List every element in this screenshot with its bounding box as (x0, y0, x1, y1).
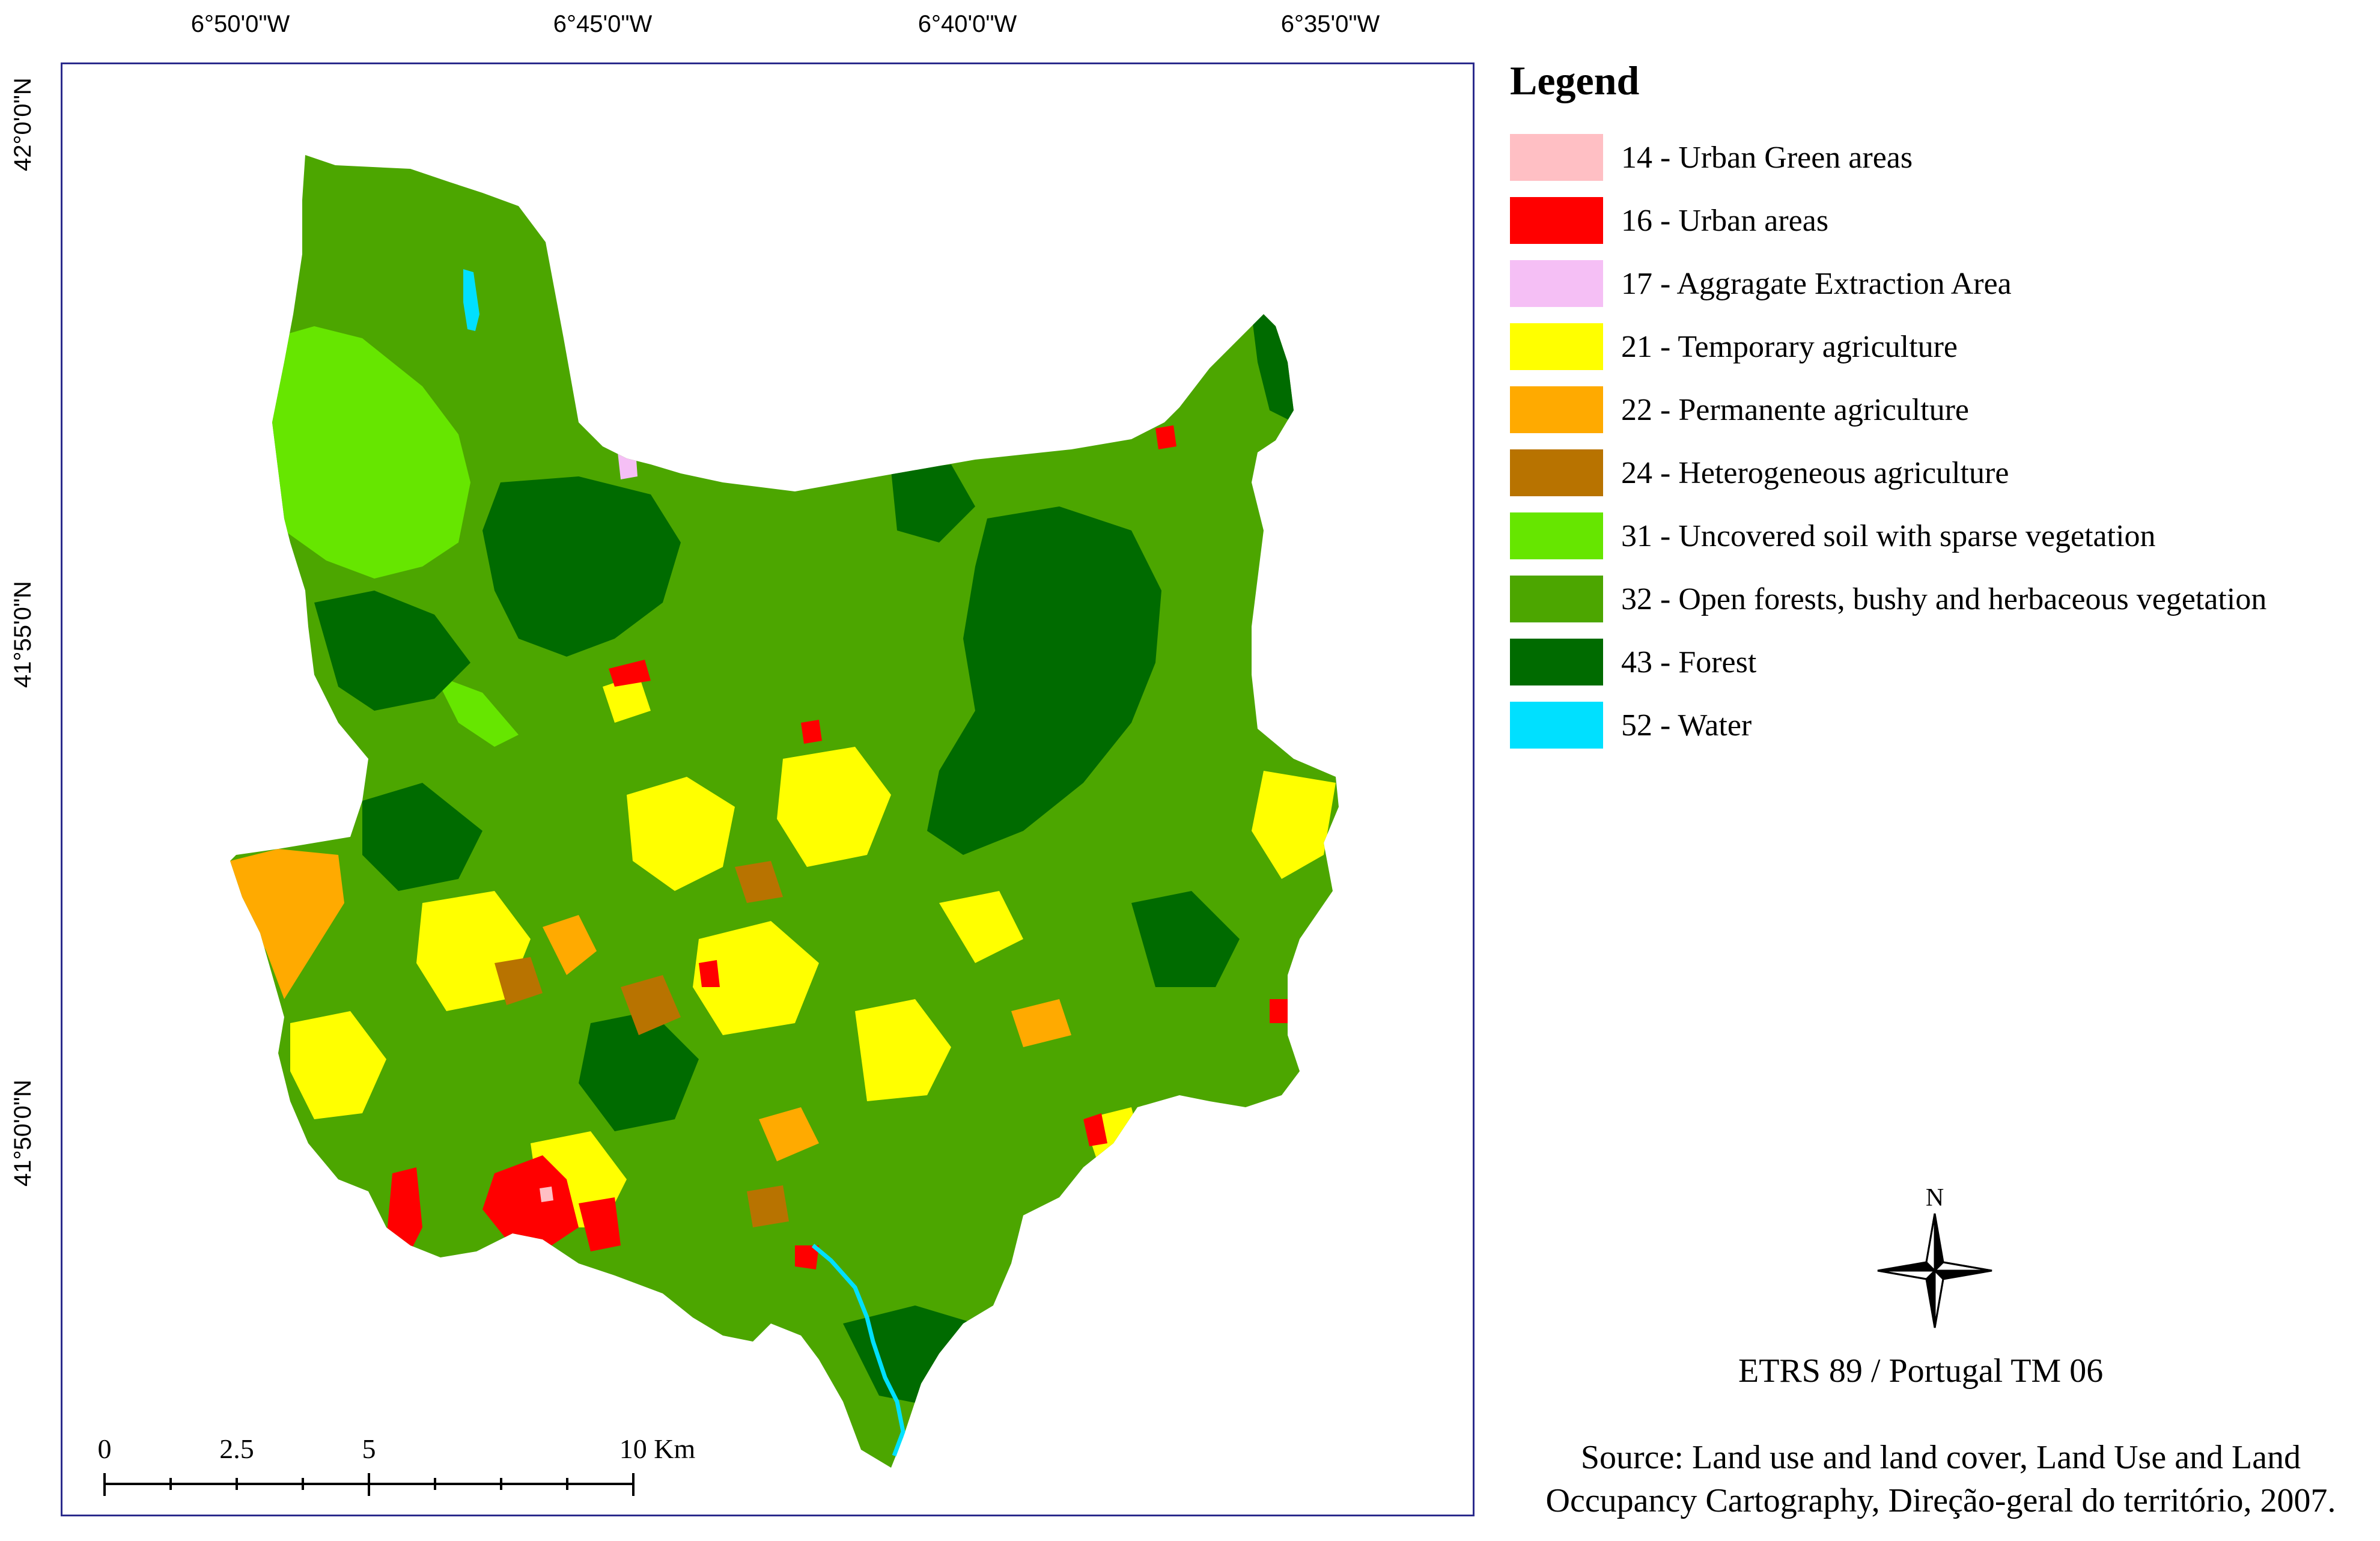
urban-area-patch (579, 1197, 621, 1251)
river (811, 1244, 905, 1457)
urban-area-patch (1270, 999, 1288, 1023)
longitude-label-2: 6°45'0"W (553, 11, 653, 37)
legend-label: 24 - Heterogeneous agriculture (1621, 455, 2009, 490)
legend-label: 22 - Permanente agriculture (1621, 392, 1969, 427)
coordinate-system-label: ETRS 89 / Portugal TM 06 (1738, 1352, 2104, 1390)
temporary-agriculture-patch (939, 891, 1023, 963)
compass-rose-icon: N (1877, 1184, 1992, 1328)
legend-swatch (1510, 323, 1603, 370)
urban-area-patch (699, 960, 720, 987)
legend-swatch (1510, 134, 1603, 181)
land-cover-patches (230, 314, 1336, 1408)
legend-item-uncovered-soil: 31 - Uncovered soil with sparse vegetati… (1510, 512, 2156, 560)
legend-label: 32 - Open forests, bushy and herbaceous … (1621, 582, 2267, 616)
forest-patch (362, 783, 482, 891)
aggregate-extraction-patch (618, 451, 638, 479)
north-label: N (1926, 1184, 1944, 1212)
urban-area-patch (1155, 425, 1176, 449)
legend-swatch (1510, 702, 1603, 749)
temporary-agriculture-patch (693, 921, 819, 1035)
latitude-label-1: 42°0'0"N (10, 78, 36, 171)
legend-item-forest: 43 - Forest (1510, 638, 1756, 686)
forest-patch (1131, 891, 1240, 987)
longitude-label-1: 6°50'0"W (190, 11, 290, 37)
legend-title: Legend (1510, 58, 1640, 103)
heterogeneous-agriculture-patch (495, 957, 543, 1005)
legend-label: 52 - Water (1621, 708, 1752, 743)
legend-label: 14 - Urban Green areas (1621, 140, 1913, 175)
north-arrow: N (1875, 1181, 1995, 1343)
urban-area-patch (801, 720, 822, 744)
permanent-agriculture-patch (759, 1107, 819, 1161)
temporary-agriculture-patch (855, 999, 951, 1101)
forest-patch (314, 591, 470, 711)
legend-label: 17 - Aggragate Extraction Area (1621, 266, 2012, 301)
legend-label: 31 - Uncovered soil with sparse vegetati… (1621, 518, 2156, 553)
legend-label: 16 - Urban areas (1621, 203, 1829, 238)
forest-patch (579, 1011, 699, 1131)
scale-label-5: 5 (362, 1433, 376, 1464)
urban-area-patch (609, 660, 651, 687)
heterogeneous-agriculture-patch (621, 975, 681, 1035)
urban-area-patch (1083, 1113, 1107, 1146)
legend-label: 43 - Forest (1621, 645, 1757, 679)
urban-area-patch (386, 1167, 422, 1263)
legend-label: 21 - Temporary agriculture (1621, 329, 1958, 364)
urban-area-patch (482, 1155, 579, 1251)
legend-item-open-forests: 32 - Open forests, bushy and herbaceous … (1510, 575, 2266, 623)
permanent-agriculture-patch (543, 915, 597, 975)
forest-patch (927, 506, 1161, 855)
heterogeneous-agriculture-patch (747, 1185, 789, 1227)
temporary-agriculture-patch (1252, 771, 1336, 879)
temporary-agriculture-patch (290, 1011, 386, 1119)
legend-swatch (1510, 449, 1603, 496)
land-cover-map (230, 155, 1339, 1468)
scale-bar: 0 2.5 5 10 Km (90, 1433, 695, 1505)
water-reservoir (463, 269, 479, 331)
legend-item-urban-green: 14 - Urban Green areas (1510, 133, 1913, 181)
legend-item-urban-areas: 16 - Urban areas (1510, 196, 1828, 245)
temporary-agriculture-patch (627, 777, 735, 891)
latitude-label-3: 41°50'0"N (10, 1080, 36, 1187)
source-citation: Source: Land use and land cover, Land Us… (1545, 1439, 2336, 1519)
scale-label-2-5: 2.5 (219, 1433, 254, 1464)
legend-swatch (1510, 512, 1603, 559)
legend-item-aggregate-extraction: 17 - Aggragate Extraction Area (1510, 260, 2012, 308)
forest-patch (482, 476, 681, 657)
legend-swatch (1510, 197, 1603, 244)
forest-patch (891, 464, 975, 543)
legend-swatch (1510, 576, 1603, 622)
urban-area-patch (795, 1245, 819, 1269)
uncovered-soil-patch (266, 326, 470, 579)
legend-item-heterogeneous-agriculture: 24 - Heterogeneous agriculture (1510, 449, 2009, 497)
legend-item-water: 52 - Water (1510, 701, 1752, 749)
latitude-label-2: 41°55'0"N (10, 581, 36, 688)
scale-label-10: 10 Km (619, 1433, 696, 1464)
permanent-agriculture-patch (230, 849, 344, 999)
heterogeneous-agriculture-patch (735, 861, 783, 903)
legend-swatch (1510, 639, 1603, 685)
longitude-label-4: 6°35'0"W (1280, 11, 1380, 37)
permanent-agriculture-patch (1011, 999, 1071, 1047)
urban-green-patch (540, 1187, 553, 1202)
map-frame (61, 62, 1475, 1516)
legend-item-temporary-agriculture: 21 - Temporary agriculture (1510, 323, 1958, 371)
legend-swatch (1510, 386, 1603, 433)
temporary-agriculture-patch (777, 747, 891, 867)
scale-bar-ruler (103, 1473, 635, 1496)
legend-swatch (1510, 260, 1603, 307)
longitude-label-3: 6°40'0"W (918, 11, 1017, 37)
legend-item-permanent-agriculture: 22 - Permanente agriculture (1510, 386, 1969, 434)
temporary-agriculture-patch (987, 1299, 1023, 1378)
uncovered-soil-patch (434, 675, 519, 747)
scale-label-0: 0 (97, 1433, 112, 1464)
